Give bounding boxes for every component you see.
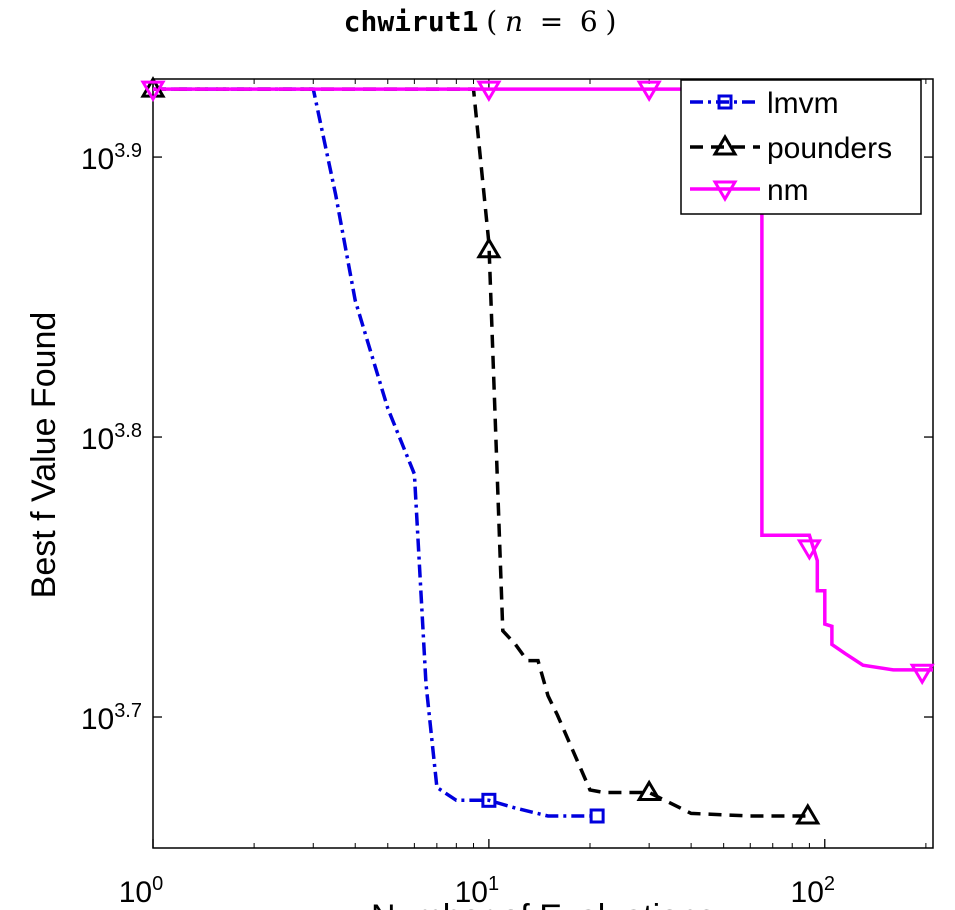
data-point-nm [796, 539, 823, 561]
y-tick-label: 103.7 [81, 700, 142, 736]
title-open: ( [486, 5, 497, 38]
series-lines [153, 87, 933, 818]
data-point-lmvm [589, 808, 605, 824]
data-point-lmvm [481, 792, 497, 808]
title-eq: = [531, 5, 572, 38]
x-axis-label: Number of Evaluations [371, 898, 715, 910]
legend-label-nm: nm [767, 174, 809, 207]
legend-marker-lmvm [717, 94, 733, 110]
data-point-nm [909, 663, 935, 686]
legend: lmvm pounders nm [680, 79, 922, 215]
data-point-pounders [476, 236, 502, 259]
title-close: ) [605, 5, 616, 38]
series-markers [140, 76, 935, 825]
series-line-pounders [153, 87, 808, 818]
data-point-nm [476, 80, 502, 103]
title-name: chwirut1 [344, 5, 479, 38]
y-tick-label: 103.8 [81, 420, 142, 456]
axis-tick-labels: 100 101 102 103.7 103.8 103.9 [81, 140, 835, 909]
x-tick-label: 100 [119, 873, 164, 909]
series-line-lmvm [153, 87, 598, 818]
data-point-pounders [636, 779, 662, 802]
title-val: 6 [580, 5, 598, 38]
series-line-nm [153, 87, 933, 672]
legend-label-lmvm: lmvm [767, 87, 839, 120]
y-axis-label: Best f Value Found [25, 312, 63, 599]
data-point-nm [636, 80, 662, 103]
data-point-pounders [140, 76, 166, 98]
chart-title: chwirut1 ( n = 6 ) [344, 5, 617, 38]
legend-marker-nm [712, 180, 738, 202]
y-tick-label: 103.9 [81, 140, 142, 176]
title-var: n [505, 5, 523, 38]
legend-marker-pounders [712, 134, 738, 156]
data-point-nm [140, 80, 166, 103]
data-point-pounders [795, 803, 821, 825]
x-tick-label: 101 [455, 873, 500, 909]
legend-label-pounders: pounders [767, 132, 892, 165]
x-tick-label: 102 [791, 873, 836, 909]
